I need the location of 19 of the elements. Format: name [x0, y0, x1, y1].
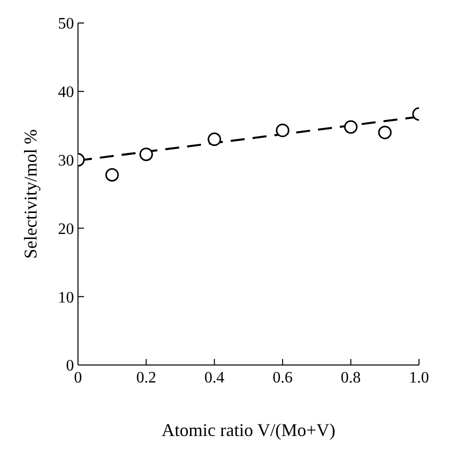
- point: [105, 168, 119, 182]
- point: [378, 126, 392, 140]
- y-tick-label: 10: [58, 289, 74, 306]
- point: [208, 132, 222, 146]
- x-axis-title: Atomic ratio V/(Mo+V): [162, 420, 336, 440]
- point: [139, 148, 153, 162]
- y-tick-label: 20: [58, 220, 74, 238]
- x-tick-label: 1.0: [409, 369, 429, 386]
- y-tick-label: 50: [58, 16, 74, 33]
- x-tick-label: 0.8: [340, 369, 361, 386]
- point: [276, 124, 290, 138]
- y-tick-label: 40: [58, 84, 74, 102]
- y-axis-title: Selectivity/mol %: [20, 129, 40, 259]
- x-tick-label: 0.4: [204, 369, 224, 386]
- x-tick-label: 0.6: [272, 369, 293, 386]
- x-tick-label: 0.2: [136, 369, 156, 386]
- y-tick-label: 30: [58, 152, 74, 170]
- point: [344, 120, 358, 134]
- y-tick-label: 0: [66, 358, 74, 375]
